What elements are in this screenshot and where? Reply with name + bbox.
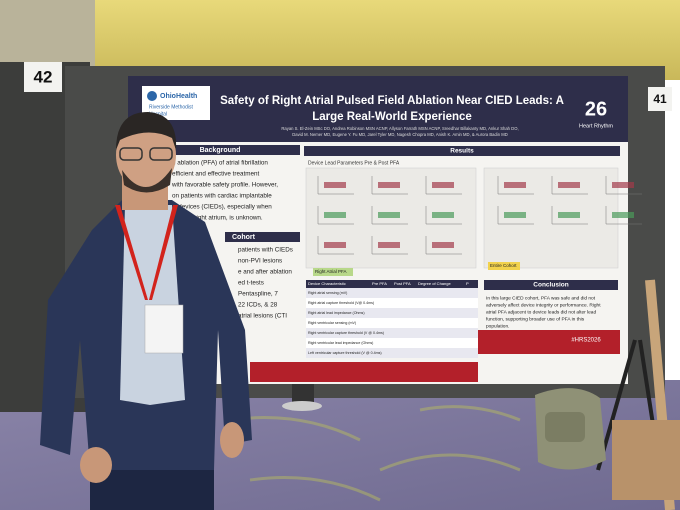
label-box <box>313 268 353 276</box>
table-row <box>306 288 478 298</box>
plot-lines <box>558 182 580 188</box>
carpet-pattern <box>229 405 521 502</box>
results-label: Entire Cohort <box>490 263 517 268</box>
section-bar <box>225 232 300 242</box>
text-line: Pentaspline, 7 <box>238 291 278 298</box>
plot-lines <box>324 182 346 188</box>
badge-number: 26 <box>585 98 607 120</box>
plots <box>317 176 642 255</box>
table-header: Pre PFA <box>372 281 387 286</box>
wall-shadow <box>0 0 95 70</box>
plot-lines <box>432 212 454 218</box>
table-header: P <box>466 281 469 286</box>
table-row-label: Right atrial lead impedance (Ohms) <box>308 311 365 315</box>
table-row-label: Right ventricular sensing (mV) <box>308 321 356 325</box>
plot-lines <box>558 212 580 218</box>
logo-hospital: Riverside Methodist <box>149 104 194 110</box>
hashtag: #HRS2026 <box>571 338 601 344</box>
table-row-label: Right ventricular lead impedance (Ohms) <box>308 341 373 345</box>
poster-title: Large Real-World Experience <box>312 111 472 123</box>
text-line: on patients with cardiac implantable <box>172 193 272 200</box>
footer-bar <box>250 362 478 382</box>
logo-name: OhioHealth <box>160 93 197 100</box>
table-row-label: Right atrial capture threshold (V@ 0.4ms… <box>308 301 374 305</box>
section-bar <box>304 146 620 156</box>
text-line: ic devices (CIEDs), especially when <box>172 204 272 211</box>
table-row <box>306 328 478 338</box>
person-background <box>292 384 314 404</box>
text-line: e and after ablation <box>238 269 292 276</box>
plot-lines <box>504 182 526 188</box>
text-line: non-PVI lesions <box>238 258 282 265</box>
table-row <box>306 308 478 318</box>
section-heading: Conclusion <box>533 282 568 289</box>
text-line: atrial lesions (CTI <box>238 313 287 320</box>
plot-lines <box>612 182 634 188</box>
results-table: Device Characteristic Pre PFA Post PFA Degr… <box>306 280 478 358</box>
text-line: population. <box>486 323 509 329</box>
text-line: adversely affect device integrity or per… <box>486 302 601 308</box>
text-line: d in the right atrium, is unknown. <box>172 215 263 222</box>
plot-lines <box>324 212 346 218</box>
logo-icon <box>147 91 157 101</box>
section-heading: Cohort <box>232 234 256 241</box>
table-row-label: Right atrial sensing (mV) <box>308 291 347 295</box>
table-header-bg <box>306 280 478 288</box>
authors: Rayan S. El-Zein MSc DO, Andrea Robinson… <box>281 126 518 131</box>
text-line: ed t-tests <box>238 280 264 287</box>
text-line: efficient and effective treatment <box>172 171 260 178</box>
results-label: Right Atrial PFA <box>315 269 347 274</box>
text-line: atrial PFA adjacent to device leads did … <box>486 309 596 315</box>
section-bar <box>170 145 300 155</box>
table-row-label: Left ventricular capture threshold (V @ … <box>308 351 382 355</box>
authors: David M. Nemer MD, Eugene Y. Fu MD, Jare… <box>292 132 508 137</box>
conclusion-text: In this large CIED cohort, PFA was safe … <box>486 295 601 329</box>
text-line: 22 ICDs, & 28 <box>238 302 278 309</box>
label-box <box>488 262 520 270</box>
poster-title: Safety of Right Atrial Pulsed Field Abla… <box>220 95 564 107</box>
results-subheading: Device Lead Parameters Pre & Post PFA <box>308 160 400 166</box>
shoe <box>282 401 322 411</box>
text-line: patients with CIEDs <box>238 247 293 254</box>
section-bar <box>484 280 618 290</box>
table-row <box>306 338 478 348</box>
table-row <box>306 348 478 358</box>
section-heading: Background <box>200 147 241 154</box>
plot-lines <box>378 182 400 188</box>
table-header: Post PFA <box>394 281 411 286</box>
badge-org: Heart Rhythm <box>579 123 613 129</box>
plot-lines <box>612 212 634 218</box>
plot-lines <box>432 242 454 248</box>
table-row <box>306 298 478 308</box>
poster-header <box>128 76 628 142</box>
plot-lines <box>378 212 400 218</box>
booth-number: 42 <box>34 67 53 86</box>
text-line: with favorable safety profile. However, <box>171 182 278 189</box>
table-header: Degree of Change <box>418 281 451 286</box>
cohort-text: patients with CIEDs non-PVI lesions e and … <box>238 247 293 320</box>
booth-sign <box>24 62 62 92</box>
text-line: function, supporting broader use of PFA … <box>486 316 585 322</box>
plot-lines <box>432 182 454 188</box>
booth-number: 41 <box>653 92 667 106</box>
table-row <box>306 318 478 328</box>
footer-bar <box>478 330 620 354</box>
booth-sign <box>648 87 672 111</box>
text-line: d ablation (PFA) of atrial fibrillation <box>172 160 268 167</box>
table-header: Device Characteristic <box>308 281 346 286</box>
plot-lines <box>324 242 346 248</box>
presenter <box>40 112 252 510</box>
plot-lines <box>504 212 526 218</box>
background-text: d ablation (PFA) of atrial fibrillation e… <box>171 160 278 222</box>
text-line: In this large CIED cohort, PFA was safe … <box>486 295 596 301</box>
plot-lines <box>378 242 400 248</box>
section-heading: Results <box>450 148 474 155</box>
table-row-label: Right ventricular capture threshold (V @… <box>308 331 384 335</box>
backpack-pocket <box>545 412 585 442</box>
